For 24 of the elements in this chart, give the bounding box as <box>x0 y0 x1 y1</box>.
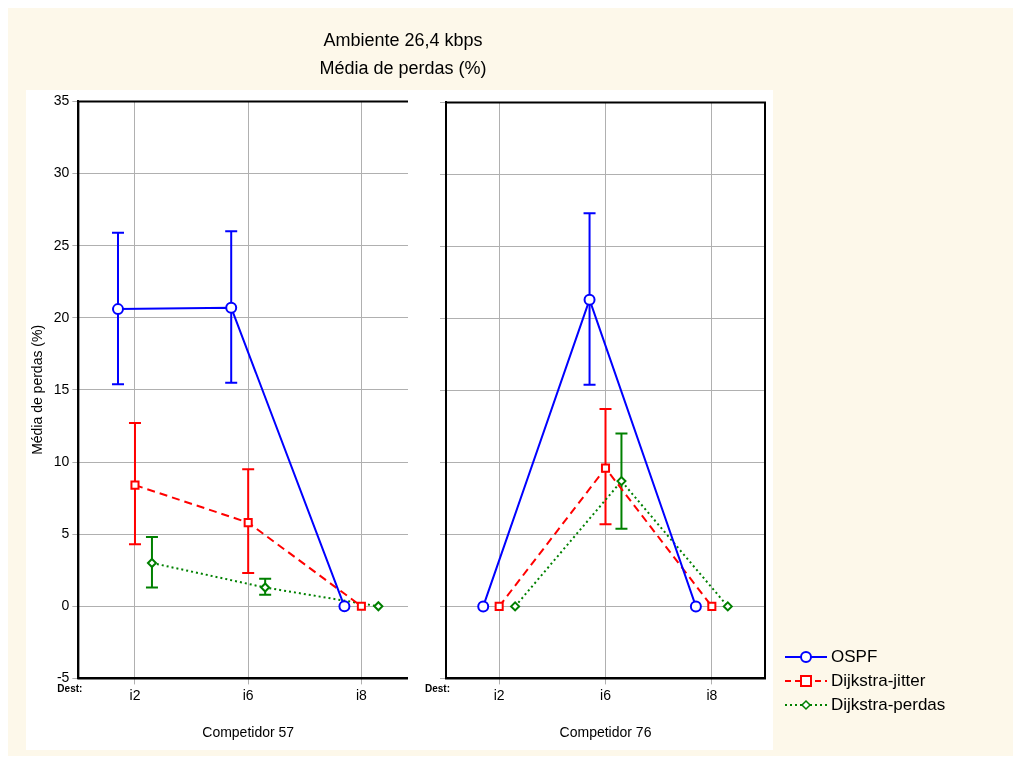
chart-title: Ambiente 26,4 kbps <box>322 29 484 52</box>
y-tick-label: 15 <box>53 380 70 397</box>
legend-label: Dijkstra-perdas <box>831 695 946 715</box>
y-axis-title: Média de perdas (%) <box>29 324 46 455</box>
text: Dest: <box>57 683 83 695</box>
y-tick-label: 5 <box>61 525 70 542</box>
x-axis-title: Competidor 76 <box>559 724 652 741</box>
x-tick-label: i8 <box>706 686 718 703</box>
x-tick-label: i2 <box>129 686 141 703</box>
y-tick-label: 35 <box>53 92 70 109</box>
y-tick-label: 25 <box>53 236 70 253</box>
x-tick-label: i8 <box>355 686 368 703</box>
chart-subtitle: Média de perdas (%) <box>318 57 488 80</box>
y-tick-label: 0 <box>61 597 70 614</box>
legend-label: OSPF <box>831 647 878 667</box>
x-tick-label: i2 <box>493 686 505 703</box>
text: Dest: <box>424 683 450 695</box>
y-tick-label: 30 <box>53 164 70 181</box>
x-axis-title: Competidor 57 <box>202 724 295 741</box>
y-tick-label: 20 <box>53 308 70 325</box>
legend-label: Dijkstra-jitter <box>831 671 926 691</box>
y-tick-label: 10 <box>53 452 70 469</box>
x-tick-label: i6 <box>242 686 254 703</box>
x-tick-label: i6 <box>600 686 612 703</box>
